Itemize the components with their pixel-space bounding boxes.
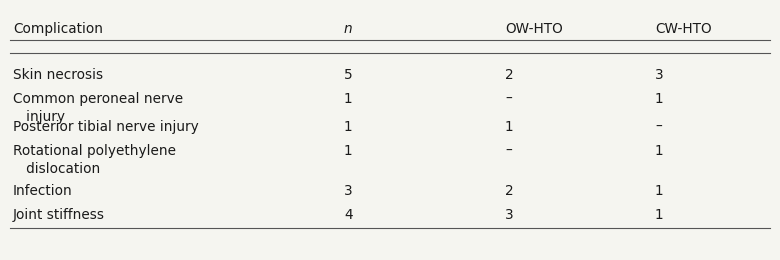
Text: 1: 1 [344, 144, 353, 158]
Text: 3: 3 [344, 184, 353, 198]
Text: Rotational polyethylene
   dislocation: Rotational polyethylene dislocation [13, 144, 176, 176]
Text: 3: 3 [655, 68, 664, 82]
Text: Complication: Complication [13, 22, 103, 36]
Text: 1: 1 [344, 120, 353, 134]
Text: –: – [505, 92, 512, 106]
Text: 4: 4 [344, 208, 353, 222]
Text: 1: 1 [655, 144, 664, 158]
Text: –: – [505, 144, 512, 158]
Text: n: n [344, 22, 353, 36]
Text: 5: 5 [344, 68, 353, 82]
Text: 3: 3 [505, 208, 513, 222]
Text: 1: 1 [344, 92, 353, 106]
Text: Common peroneal nerve
   injury: Common peroneal nerve injury [13, 92, 183, 124]
Text: Skin necrosis: Skin necrosis [13, 68, 103, 82]
Text: 1: 1 [655, 208, 664, 222]
Text: OW-HTO: OW-HTO [505, 22, 562, 36]
Text: 2: 2 [505, 184, 513, 198]
Text: 1: 1 [505, 120, 513, 134]
Text: CW-HTO: CW-HTO [655, 22, 711, 36]
Text: –: – [655, 120, 661, 134]
Text: Joint stiffness: Joint stiffness [13, 208, 105, 222]
Text: 2: 2 [505, 68, 513, 82]
Text: 1: 1 [655, 92, 664, 106]
Text: Infection: Infection [13, 184, 73, 198]
Text: 1: 1 [655, 184, 664, 198]
Text: Posterior tibial nerve injury: Posterior tibial nerve injury [13, 120, 199, 134]
